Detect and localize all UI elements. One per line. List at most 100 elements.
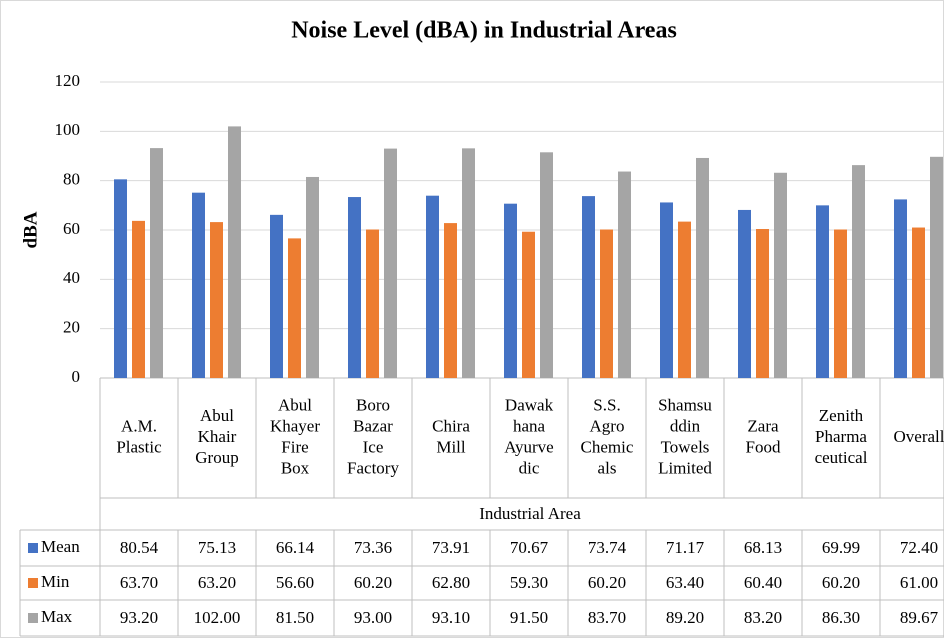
table-cell: 73.74 — [588, 538, 627, 557]
x-tick-label: hana — [513, 416, 546, 435]
bar — [696, 157, 709, 378]
bar — [738, 209, 751, 378]
bar — [756, 229, 769, 378]
x-tick-label: Khayer — [270, 416, 320, 435]
bar — [306, 176, 319, 378]
bar — [150, 148, 163, 378]
table-cell: 62.80 — [432, 573, 470, 592]
table-cell: 83.70 — [588, 608, 626, 627]
x-tick-label: A.M. — [121, 416, 157, 435]
bar — [366, 229, 379, 378]
y-tick-label: 80 — [63, 170, 80, 189]
x-tick-label: Zara — [747, 416, 779, 435]
y-tick-label: 100 — [55, 120, 81, 139]
x-tick-label: Plastic — [116, 437, 162, 456]
bar — [660, 202, 673, 378]
x-tick-label: Abul — [200, 406, 234, 425]
table-cell: 89.67 — [900, 608, 939, 627]
table-cell: 61.00 — [900, 573, 938, 592]
x-tick-label: Boro — [356, 395, 390, 414]
x-tick-label: Abul — [278, 395, 312, 414]
x-tick-label: Bazar — [353, 416, 393, 435]
bar — [540, 152, 553, 378]
table-cell: 81.50 — [276, 608, 314, 627]
bar — [114, 179, 127, 378]
bar — [270, 214, 283, 378]
x-tick-label: als — [598, 458, 617, 477]
table-cell: 73.91 — [432, 538, 470, 557]
bar — [774, 172, 787, 378]
x-tick-label: Box — [281, 458, 310, 477]
x-tick-label: Limited — [658, 458, 712, 477]
table-cell: 70.67 — [510, 538, 549, 557]
table-cell: 60.20 — [354, 573, 392, 592]
table-cell: 91.50 — [510, 608, 548, 627]
bar — [912, 227, 925, 378]
table-cell: 93.20 — [120, 608, 158, 627]
bar — [894, 199, 907, 378]
table-cell: 72.40 — [900, 538, 938, 557]
x-tick-label: Shamsu — [658, 395, 712, 414]
bar — [444, 223, 457, 378]
table-cell: 63.20 — [198, 573, 236, 592]
bar — [834, 229, 847, 378]
x-tick-label: ceutical — [815, 448, 868, 467]
table-cell: 60.20 — [822, 573, 860, 592]
bar — [132, 220, 145, 378]
bar — [618, 171, 631, 378]
y-tick-label: 40 — [63, 268, 80, 287]
bar — [348, 197, 361, 378]
x-tick-label: dic — [519, 458, 540, 477]
y-tick-label: 60 — [63, 219, 80, 238]
bar — [600, 229, 613, 378]
x-tick-label: Ice — [363, 437, 384, 456]
legend-key — [28, 613, 38, 623]
y-tick-label: 120 — [55, 71, 81, 90]
table-cell: 60.20 — [588, 573, 626, 592]
bar — [504, 203, 517, 378]
table-cell: 93.10 — [432, 608, 470, 627]
legend-key — [28, 578, 38, 588]
table-cell: 86.30 — [822, 608, 860, 627]
x-tick-label: Fire — [281, 437, 308, 456]
legend-label: Min — [41, 572, 70, 591]
bar — [852, 165, 865, 378]
table-cell: 89.20 — [666, 608, 704, 627]
x-tick-label: S.S. — [593, 395, 620, 414]
table-cell: 59.30 — [510, 573, 548, 592]
x-tick-label: Towels — [661, 437, 710, 456]
x-tick-label: Chemic — [581, 437, 634, 456]
table-cell: 83.20 — [744, 608, 782, 627]
x-tick-label: Mill — [436, 437, 466, 456]
table-cell: 80.54 — [120, 538, 159, 557]
table-cell: 102.00 — [194, 608, 241, 627]
x-tick-label: Agro — [590, 416, 625, 435]
legend-key — [28, 543, 38, 553]
bar — [462, 148, 475, 378]
bar — [678, 221, 691, 378]
x-tick-label: Dawak — [505, 395, 554, 414]
y-tick-label: 20 — [63, 318, 80, 337]
bar — [930, 156, 943, 378]
x-tick-label: Chira — [432, 416, 470, 435]
chart-title: Noise Level (dBA) in Industrial Areas — [291, 18, 677, 44]
x-tick-label: ddin — [670, 416, 701, 435]
table-cell: 93.00 — [354, 608, 392, 627]
bar — [582, 196, 595, 378]
table-cell: 66.14 — [276, 538, 315, 557]
bar — [210, 222, 223, 378]
table-cell: 71.17 — [666, 538, 705, 557]
legend-label: Mean — [41, 537, 80, 556]
y-tick-label: 0 — [72, 367, 81, 386]
x-axis-title: Industrial Area — [479, 504, 581, 523]
bar — [384, 148, 397, 378]
bar — [426, 195, 439, 378]
x-tick-label: Factory — [347, 458, 399, 477]
x-tick-label: Ayurve — [504, 437, 553, 456]
table-cell: 73.36 — [354, 538, 392, 557]
x-tick-label: Group — [195, 448, 238, 467]
y-axis-title: dBA — [20, 211, 41, 248]
bar — [288, 238, 301, 378]
